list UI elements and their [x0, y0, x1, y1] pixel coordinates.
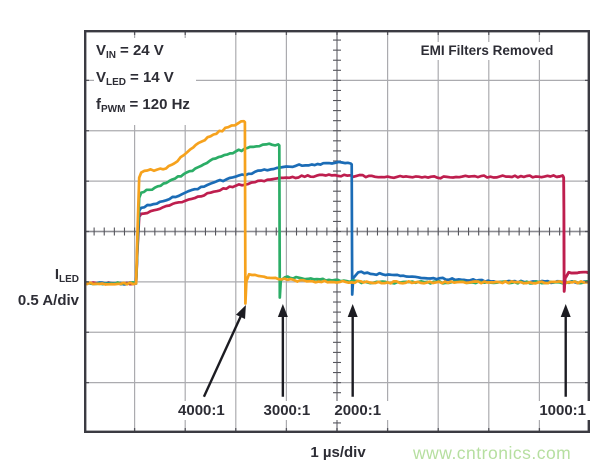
callout-arrow-3	[347, 304, 358, 397]
y-axis-signal: ILED	[54, 266, 79, 285]
param-vin: VIN = 24 V	[96, 42, 164, 61]
scope-graticule: VIN = 24 V VLED = 14 V fPWM = 120 Hz EMI Fi…	[84, 30, 596, 433]
param-vled: VLED = 14 V	[96, 69, 174, 88]
callout-arrows	[202, 304, 571, 398]
emi-note: EMI Filters Removed	[402, 42, 572, 60]
callout-label-2000-1: 2000:1	[324, 400, 391, 420]
watermark: www.cntronics.com	[413, 443, 572, 463]
callout-label-3000-1: 3000:1	[253, 400, 320, 420]
y-axis-label: ILED 0.5 A/div	[0, 264, 79, 311]
graticule-border	[84, 30, 590, 433]
param-fpwm: fPWM = 120 Hz	[96, 96, 190, 115]
y-axis-scale: 0.5 A/div	[17, 292, 79, 309]
callout-arrow-2	[277, 304, 288, 397]
test-conditions: VIN = 24 V VLED = 14 V fPWM = 120 Hz	[94, 38, 196, 125]
callout-arrow-4	[560, 304, 571, 397]
callout-arrow-1	[202, 305, 246, 398]
callout-label-1000-1: 1000:1	[529, 400, 596, 420]
waveform-1000-1	[84, 173, 590, 293]
x-axis-scale: 1 µs/div	[310, 444, 366, 461]
scope-canvas	[84, 30, 590, 433]
callout-label-4000-1: 4000:1	[168, 400, 235, 420]
waveform-4000-1	[84, 119, 590, 305]
